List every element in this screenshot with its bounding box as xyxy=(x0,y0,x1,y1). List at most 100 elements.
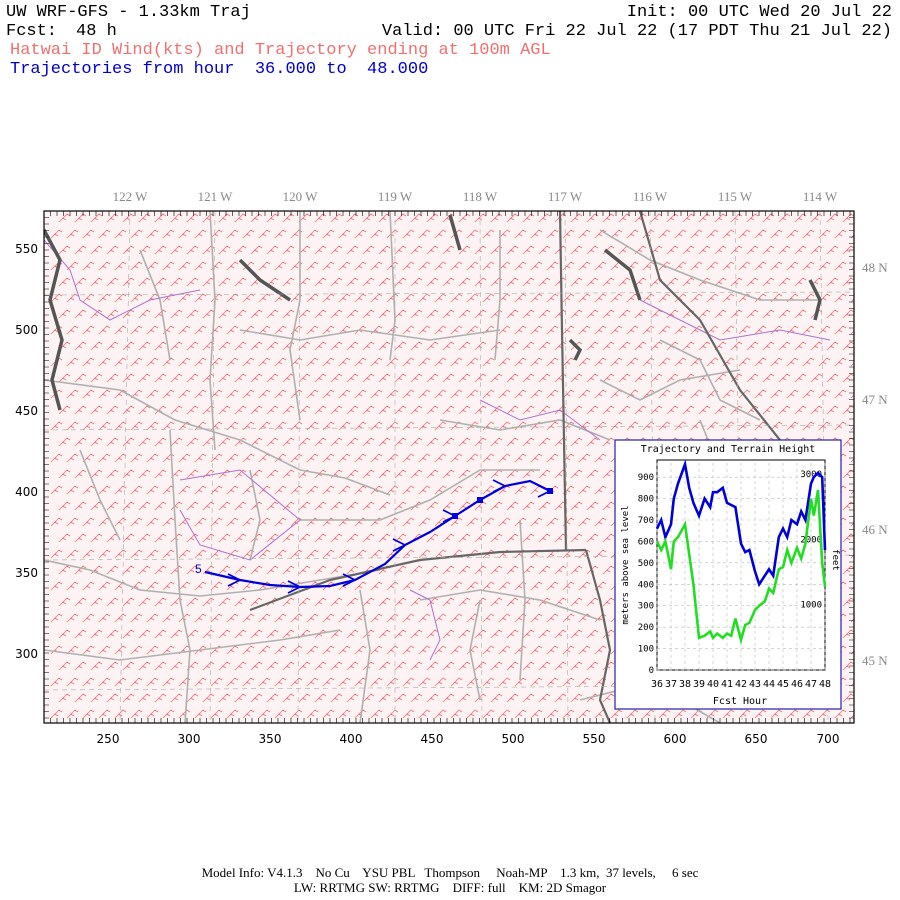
inset-x-tick: 44 xyxy=(763,679,775,690)
lon-label: 116 W xyxy=(633,189,668,204)
inset-y-tick: 400 xyxy=(638,580,654,590)
county-border xyxy=(209,211,216,451)
inset-x-tick: 47 xyxy=(805,679,817,690)
inset-x-tick: 38 xyxy=(679,679,691,690)
water-body xyxy=(568,338,583,361)
terrain-height-line xyxy=(655,489,827,645)
inset-x-label: Fcst Hour xyxy=(713,696,767,707)
inset-y-label-right: feet xyxy=(830,549,840,571)
inset-y-tick: 300 xyxy=(638,602,654,612)
county-border xyxy=(359,589,371,723)
inset-y-tick: 200 xyxy=(638,623,654,633)
model-title: UW WRF-GFS - 1.33km Traj xyxy=(6,3,251,22)
inset-y-tick: 0 xyxy=(649,666,654,676)
lon-label: 122 W xyxy=(113,189,149,204)
trajectory xyxy=(204,479,553,594)
lat-label: 45 N xyxy=(862,653,888,668)
state-border xyxy=(584,549,612,723)
x-tick-label: 550 xyxy=(583,732,606,746)
valid-time: Valid: 00 UTC Fri 22 Jul 22 (17 PDT Thu … xyxy=(381,22,892,41)
init-time: Init: 00 UTC Wed 20 Jul 22 xyxy=(626,3,892,22)
y-tick-label: 450 xyxy=(15,404,38,418)
water-body xyxy=(238,258,291,302)
x-tick-label: 350 xyxy=(259,732,282,746)
inset-x-tick: 37 xyxy=(665,679,677,690)
fcst-label: Fcst: xyxy=(6,22,58,41)
inset-y-tick-feet: 2000 xyxy=(800,535,822,545)
y-tick-label: 350 xyxy=(15,566,38,580)
county-border xyxy=(44,379,391,496)
inset-x-tick: 39 xyxy=(693,679,705,690)
trajectory-marker xyxy=(477,497,483,503)
county-border xyxy=(599,229,820,301)
y-tick-label: 550 xyxy=(15,242,38,256)
x-tick-label: 400 xyxy=(340,732,363,746)
county-border xyxy=(139,249,171,361)
inset-x-tick: 46 xyxy=(791,679,803,690)
inset-x-tick: 43 xyxy=(749,679,761,690)
river xyxy=(179,469,301,561)
inset-x-tick: 48 xyxy=(819,679,831,690)
trajectory-arrow xyxy=(392,538,406,552)
lon-label: 118 W xyxy=(463,189,498,204)
county-border xyxy=(300,469,540,521)
trajectory-arrow xyxy=(492,479,506,493)
fcst-value: 48 h xyxy=(76,22,117,41)
inset-y-tick: 700 xyxy=(638,516,654,526)
trajectory-marker xyxy=(452,513,458,519)
inset-title: Trajectory and Terrain Height xyxy=(641,444,816,455)
map-labels: 122 W 121 W 120 W 119 W 118 W 117 W 116 W 115 W… xyxy=(15,189,888,746)
trajectory-arrow xyxy=(227,573,241,587)
inset-x-tick: 45 xyxy=(777,679,789,690)
trajectory-marker xyxy=(547,488,553,494)
lon-label: 115 W xyxy=(718,189,753,204)
lon-label: 121 W xyxy=(198,189,234,204)
y-tick-label: 500 xyxy=(15,323,38,337)
model-info-line2: LW: RRTMG SW: RRTMG DIFF: full KM: 2D Sm… xyxy=(293,880,607,895)
inset-y-label: meters above sea level xyxy=(621,505,631,624)
x-tick-label: 500 xyxy=(502,732,525,746)
inset-panel xyxy=(614,439,842,710)
inset-y-tick-feet: 1000 xyxy=(800,601,822,611)
trajectory-start-label: 5 xyxy=(195,562,202,576)
water-body xyxy=(808,279,822,321)
inset-y-tick: 500 xyxy=(638,559,654,569)
x-tick-label: 600 xyxy=(664,732,687,746)
inset-x-tick: 36 xyxy=(651,679,663,690)
lon-label: 119 W xyxy=(378,189,413,204)
inset-y-tick: 600 xyxy=(638,537,654,547)
trajectory-arrow xyxy=(342,573,356,587)
lon-label: 120 W xyxy=(283,189,319,204)
trajectory-range: Trajectories from hour 36.000 to 48.000 xyxy=(10,60,429,79)
county-border xyxy=(439,419,611,441)
county-border xyxy=(659,339,761,421)
inset-x-tick: 41 xyxy=(721,679,733,690)
county-border xyxy=(44,629,341,661)
inset-x-tick: 42 xyxy=(735,679,747,690)
inset-y-tick: 800 xyxy=(638,495,654,505)
x-tick-label: 250 xyxy=(97,732,120,746)
county-border xyxy=(289,211,301,421)
river xyxy=(639,299,831,341)
county-border xyxy=(239,329,501,341)
lat-label: 46 N xyxy=(862,522,888,537)
river xyxy=(479,399,601,441)
y-tick-label: 400 xyxy=(15,485,38,499)
lon-label: 117 W xyxy=(548,189,583,204)
lat-label: 47 N xyxy=(862,392,888,407)
map-frame xyxy=(43,210,855,724)
lon-label: 114 W xyxy=(803,189,838,204)
river xyxy=(409,589,441,661)
state-border xyxy=(558,211,568,551)
plot-subtitle: Hatwai ID Wind(kts) and Trajectory endin… xyxy=(10,41,551,60)
inset-y-tick: 900 xyxy=(638,473,654,483)
county-border xyxy=(44,559,381,597)
county-border xyxy=(599,369,741,401)
x-tick-label: 450 xyxy=(421,732,444,746)
river xyxy=(44,239,201,321)
county-border xyxy=(469,599,481,701)
county-border xyxy=(79,449,121,541)
county-border xyxy=(249,469,261,561)
